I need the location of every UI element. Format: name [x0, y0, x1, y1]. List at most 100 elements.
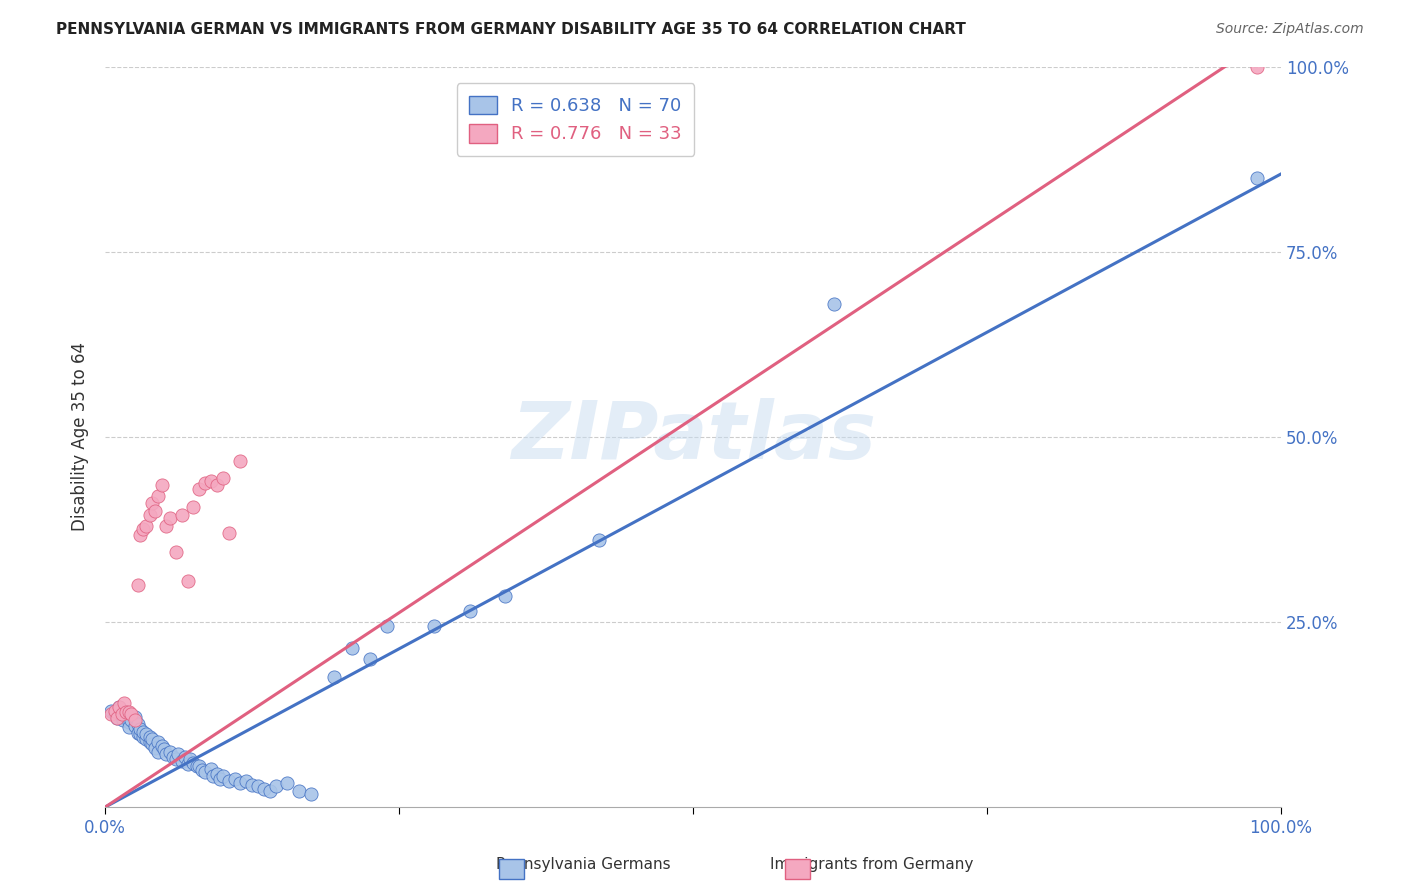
Point: [146, 489, 169, 503]
Point: [100, 704, 122, 718]
Point: [105, 711, 128, 725]
Point: [127, 578, 149, 592]
Point: [188, 759, 211, 773]
Point: [188, 482, 211, 496]
Point: [115, 706, 138, 720]
Point: [194, 475, 217, 490]
Point: [458, 604, 481, 618]
Point: [132, 730, 155, 744]
Point: [340, 640, 363, 655]
Point: [205, 766, 228, 780]
Point: [359, 652, 381, 666]
Point: [202, 769, 225, 783]
Point: [108, 700, 131, 714]
Point: [235, 774, 257, 789]
Point: [176, 574, 198, 589]
Point: [377, 618, 399, 632]
Point: [1246, 60, 1268, 74]
Point: [141, 496, 163, 510]
Point: [155, 518, 177, 533]
Point: [218, 526, 240, 541]
Point: [105, 711, 128, 725]
Point: [100, 707, 122, 722]
Point: [153, 742, 176, 756]
Point: [211, 769, 233, 783]
Point: [167, 747, 190, 761]
Point: [146, 735, 169, 749]
Point: [124, 713, 146, 727]
Point: [135, 518, 157, 533]
Point: [118, 720, 141, 734]
Point: [104, 707, 127, 722]
Point: [108, 700, 131, 714]
Point: [253, 781, 276, 796]
Point: [139, 730, 162, 744]
Point: [143, 740, 166, 755]
Point: [146, 745, 169, 759]
Point: [259, 784, 281, 798]
Point: [155, 747, 177, 761]
Point: [183, 756, 205, 770]
Point: [120, 713, 142, 727]
Point: [124, 718, 146, 732]
Point: [132, 724, 155, 739]
Point: [224, 772, 246, 786]
Legend: R = 0.638   N = 70, R = 0.776   N = 33: R = 0.638 N = 70, R = 0.776 N = 33: [457, 83, 695, 156]
Point: [120, 707, 142, 722]
Point: [170, 508, 193, 522]
Point: [174, 749, 197, 764]
Point: [194, 764, 217, 779]
Point: [288, 784, 311, 798]
Text: ZIPatlas: ZIPatlas: [510, 398, 876, 475]
Point: [588, 533, 610, 548]
Point: [165, 544, 187, 558]
Point: [132, 522, 155, 536]
Point: [129, 527, 152, 541]
Point: [494, 589, 516, 603]
Point: [127, 717, 149, 731]
Point: [183, 500, 205, 515]
Point: [209, 772, 232, 786]
Point: [129, 727, 152, 741]
Point: [211, 470, 233, 484]
Point: [124, 709, 146, 723]
Point: [190, 763, 212, 777]
Point: [264, 780, 287, 794]
Point: [229, 776, 252, 790]
Point: [200, 762, 222, 776]
Point: [165, 752, 187, 766]
Point: [247, 780, 270, 794]
Point: [323, 671, 346, 685]
Point: [186, 758, 208, 772]
Point: [176, 757, 198, 772]
Point: [170, 754, 193, 768]
Text: Source: ZipAtlas.com: Source: ZipAtlas.com: [1216, 22, 1364, 37]
Point: [127, 726, 149, 740]
Point: [162, 749, 184, 764]
Point: [139, 735, 162, 749]
Point: [118, 714, 141, 729]
Point: [143, 504, 166, 518]
Point: [276, 776, 298, 790]
Point: [299, 787, 322, 801]
Point: [229, 453, 252, 467]
Point: [159, 511, 181, 525]
Point: [139, 508, 162, 522]
Point: [135, 727, 157, 741]
Point: [150, 478, 173, 492]
Point: [115, 706, 138, 720]
Point: [218, 774, 240, 789]
Point: [111, 713, 134, 727]
Point: [240, 778, 263, 792]
Point: [1246, 170, 1268, 185]
Text: Pennsylvania Germans: Pennsylvania Germans: [496, 857, 671, 872]
Point: [135, 731, 157, 746]
Point: [179, 752, 201, 766]
Text: Immigrants from Germany: Immigrants from Germany: [770, 857, 973, 872]
Point: [159, 745, 181, 759]
Point: [141, 737, 163, 751]
Point: [104, 704, 127, 718]
Point: [200, 475, 222, 489]
Point: [111, 711, 134, 725]
Point: [205, 478, 228, 492]
